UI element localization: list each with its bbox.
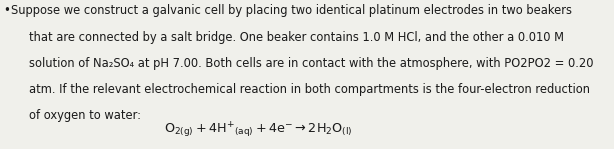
- Text: atm. If the relevant electrochemical reaction in both compartments is the four-e: atm. If the relevant electrochemical rea…: [29, 83, 591, 96]
- Text: Suppose we construct a galvanic cell by placing two identical platinum electrode: Suppose we construct a galvanic cell by …: [11, 4, 572, 17]
- Text: •: •: [3, 4, 10, 17]
- Text: $\mathrm{O_{2(g)} + 4H^{+}{}_{(aq)} + 4e^{-} \rightarrow 2H_2O_{(l)}}$: $\mathrm{O_{2(g)} + 4H^{+}{}_{(aq)} + 4e…: [163, 121, 352, 140]
- Text: of oxygen to water:: of oxygen to water:: [29, 109, 141, 122]
- Text: that are connected by a salt bridge. One beaker contains 1.0 M HCl, and the othe: that are connected by a salt bridge. One…: [29, 31, 564, 44]
- Text: solution of Na₂SO₄ at pH 7.00. Both cells are in contact with the atmosphere, wi: solution of Na₂SO₄ at pH 7.00. Both cell…: [29, 57, 594, 70]
